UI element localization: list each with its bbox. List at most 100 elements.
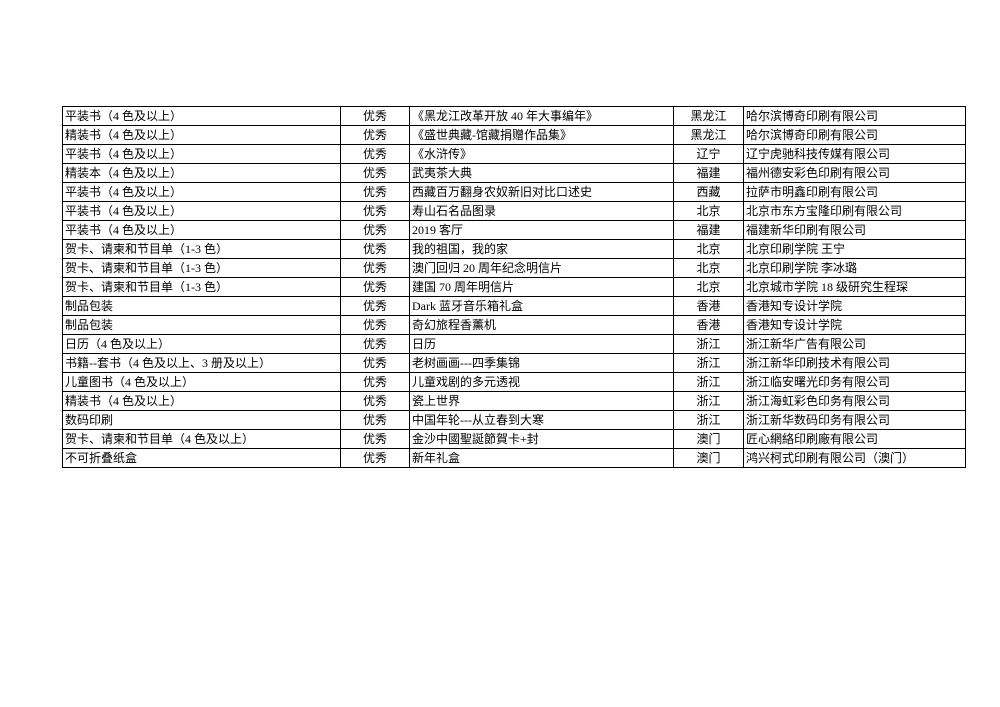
cell-region: 浙江 [673,334,744,354]
table-row: 日历（4 色及以上） 优秀 日历 浙江 浙江新华广告有限公司 [62,334,966,354]
cell-title: 新年礼盒 [409,448,674,468]
cell-title: 儿童戏剧的多元透视 [409,372,674,392]
table-row: 贺卡、请柬和节目单（1-3 色） 优秀 建国 70 周年明信片 北京 北京城市学院 18… [62,277,966,297]
cell-region: 西藏 [673,182,744,202]
cell-title: 寿山石名品图录 [409,201,674,221]
table-row: 贺卡、请柬和节目单（1-3 色） 优秀 澳门回归 20 周年纪念明信片 北京 北京印刷学… [62,258,966,278]
cell-title: 《黑龙江改革开放 40 年大事编年》 [409,106,674,126]
cell-organization: 北京印刷学院 王宁 [743,239,966,259]
awards-table: 平装书（4 色及以上） 优秀 《黑龙江改革开放 40 年大事编年》 黑龙江 哈尔滨博奇印… [62,106,966,468]
table-row: 精装本（4 色及以上） 优秀 武夷茶大典 福建 福州德安彩色印刷有限公司 [62,163,966,183]
table-row: 数码印刷 优秀 中国年轮---从立春到大寒 浙江 浙江新华数码印务有限公司 [62,410,966,430]
cell-organization: 哈尔滨博奇印刷有限公司 [743,106,966,126]
cell-award: 优秀 [340,448,410,468]
table-row: 精装书（4 色及以上） 优秀 瓷上世界 浙江 浙江海虹彩色印务有限公司 [62,391,966,411]
cell-award: 优秀 [340,277,410,297]
cell-region: 浙江 [673,353,744,373]
cell-region: 福建 [673,163,744,183]
cell-category: 制品包装 [62,315,341,335]
cell-category: 制品包装 [62,296,341,316]
cell-organization: 浙江新华印刷技术有限公司 [743,353,966,373]
cell-category: 精装书（4 色及以上） [62,125,341,145]
cell-region: 辽宁 [673,144,744,164]
cell-category: 日历（4 色及以上） [62,334,341,354]
cell-category: 平装书（4 色及以上） [62,106,341,126]
table-row: 精装书（4 色及以上） 优秀 《盛世典藏-馆藏捐赠作品集》 黑龙江 哈尔滨博奇印刷有限公… [62,125,966,145]
cell-category: 平装书（4 色及以上） [62,182,341,202]
cell-region: 香港 [673,315,744,335]
table-row: 平装书（4 色及以上） 优秀 西藏百万翻身农奴新旧对比口述史 西藏 拉萨市明鑫印刷有限公… [62,182,966,202]
cell-award: 优秀 [340,201,410,221]
cell-title: 武夷茶大典 [409,163,674,183]
cell-region: 北京 [673,277,744,297]
cell-title: 我的祖国，我的家 [409,239,674,259]
cell-region: 香港 [673,296,744,316]
cell-title: 《水浒传》 [409,144,674,164]
cell-organization: 香港知专设计学院 [743,315,966,335]
cell-organization: 辽宁虎驰科技传媒有限公司 [743,144,966,164]
cell-title: 瓷上世界 [409,391,674,411]
cell-category: 书籍--套书（4 色及以上、3 册及以上） [62,353,341,373]
cell-organization: 香港知专设计学院 [743,296,966,316]
cell-award: 优秀 [340,220,410,240]
cell-category: 平装书（4 色及以上） [62,201,341,221]
cell-category: 精装本（4 色及以上） [62,163,341,183]
awards-table-body: 平装书（4 色及以上） 优秀 《黑龙江改革开放 40 年大事编年》 黑龙江 哈尔滨博奇印… [62,106,966,468]
cell-region: 黑龙江 [673,106,744,126]
cell-region: 澳门 [673,429,744,449]
cell-region: 福建 [673,220,744,240]
cell-title: 西藏百万翻身农奴新旧对比口述史 [409,182,674,202]
cell-region: 浙江 [673,391,744,411]
cell-region: 澳门 [673,448,744,468]
table-row: 不可折叠纸盒 优秀 新年礼盒 澳门 鸿兴柯式印刷有限公司（澳门） [62,448,966,468]
cell-award: 优秀 [340,315,410,335]
cell-region: 浙江 [673,372,744,392]
cell-category: 贺卡、请柬和节目单（1-3 色） [62,239,341,259]
cell-region: 浙江 [673,410,744,430]
cell-organization: 浙江海虹彩色印务有限公司 [743,391,966,411]
cell-title: 建国 70 周年明信片 [409,277,674,297]
table-row: 平装书（4 色及以上） 优秀 《黑龙江改革开放 40 年大事编年》 黑龙江 哈尔滨博奇印… [62,106,966,126]
table-row: 儿童图书（4 色及以上） 优秀 儿童戏剧的多元透视 浙江 浙江临安曙光印务有限公司 [62,372,966,392]
cell-organization: 北京市东方宝隆印刷有限公司 [743,201,966,221]
cell-award: 优秀 [340,125,410,145]
cell-organization: 北京印刷学院 李冰璐 [743,258,966,278]
cell-region: 北京 [673,239,744,259]
cell-category: 精装书（4 色及以上） [62,391,341,411]
cell-award: 优秀 [340,372,410,392]
cell-organization: 浙江新华数码印务有限公司 [743,410,966,430]
cell-category: 平装书（4 色及以上） [62,220,341,240]
cell-category: 儿童图书（4 色及以上） [62,372,341,392]
cell-title: 《盛世典藏-馆藏捐赠作品集》 [409,125,674,145]
cell-award: 优秀 [340,163,410,183]
cell-organization: 浙江新华广告有限公司 [743,334,966,354]
cell-organization: 匠心網絡印刷廠有限公司 [743,429,966,449]
cell-title: 奇幻旅程香薰机 [409,315,674,335]
cell-region: 北京 [673,201,744,221]
cell-region: 黑龙江 [673,125,744,145]
table-row: 制品包装 优秀 奇幻旅程香薰机 香港 香港知专设计学院 [62,315,966,335]
cell-category: 贺卡、请柬和节目单（1-3 色） [62,258,341,278]
cell-title: Dark 蓝牙音乐箱礼盒 [409,296,674,316]
cell-award: 优秀 [340,144,410,164]
cell-organization: 鸿兴柯式印刷有限公司（澳门） [743,448,966,468]
cell-category: 贺卡、请柬和节目单（1-3 色） [62,277,341,297]
cell-organization: 北京城市学院 18 级研究生程琛 [743,277,966,297]
cell-region: 北京 [673,258,744,278]
cell-award: 优秀 [340,258,410,278]
cell-award: 优秀 [340,391,410,411]
cell-category: 贺卡、请柬和节目单（4 色及以上） [62,429,341,449]
table-row: 贺卡、请柬和节目单（1-3 色） 优秀 我的祖国，我的家 北京 北京印刷学院 王宁 [62,239,966,259]
cell-title: 澳门回归 20 周年纪念明信片 [409,258,674,278]
table-row: 平装书（4 色及以上） 优秀 寿山石名品图录 北京 北京市东方宝隆印刷有限公司 [62,201,966,221]
cell-award: 优秀 [340,353,410,373]
cell-award: 优秀 [340,429,410,449]
cell-category: 不可折叠纸盒 [62,448,341,468]
table-row: 制品包装 优秀 Dark 蓝牙音乐箱礼盒 香港 香港知专设计学院 [62,296,966,316]
cell-award: 优秀 [340,334,410,354]
table-row: 书籍--套书（4 色及以上、3 册及以上） 优秀 老树画画---四季集锦 浙江 浙江新华… [62,353,966,373]
cell-organization: 福建新华印刷有限公司 [743,220,966,240]
cell-title: 日历 [409,334,674,354]
cell-organization: 福州德安彩色印刷有限公司 [743,163,966,183]
